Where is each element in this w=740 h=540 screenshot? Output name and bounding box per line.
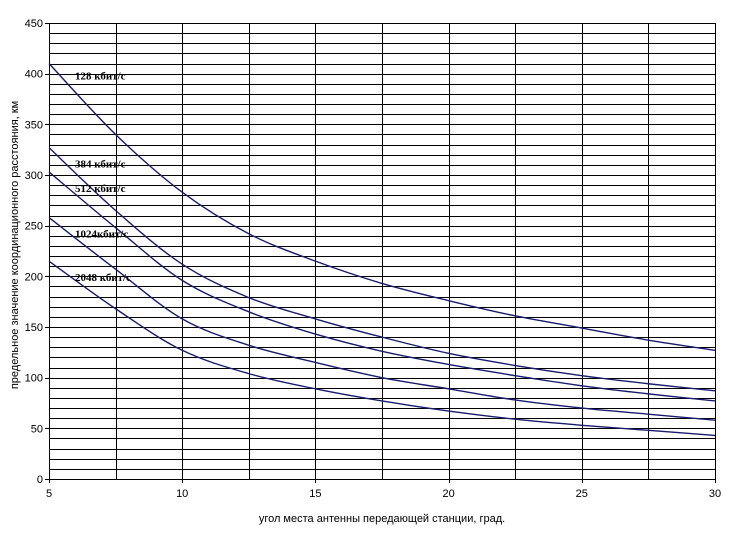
- series-label: 128 кбит/с: [75, 71, 126, 83]
- series-label: 2048 кбит/с: [75, 272, 131, 284]
- y-tick-label: 50: [31, 423, 43, 435]
- y-tick-labels: 0 50 100 150 200 250 300 350 400 450: [25, 18, 43, 486]
- series-line: [48, 147, 716, 392]
- series-label: 512 кбит/с: [75, 183, 126, 195]
- series-line: [48, 217, 716, 421]
- grid: [45, 23, 716, 483]
- y-tick-label: 100: [25, 373, 43, 385]
- x-tick-label: 10: [176, 488, 188, 500]
- series-line: [48, 63, 716, 351]
- x-tick-label: 25: [576, 488, 588, 500]
- y-tick-label: 350: [25, 119, 43, 131]
- y-tick-label: 0: [37, 474, 43, 486]
- y-tick-label: 300: [25, 170, 43, 182]
- x-axis-label: угол места антенны передающей станции, г…: [259, 513, 505, 525]
- series-line: [48, 260, 716, 437]
- y-tick-label: 250: [25, 221, 43, 233]
- x-tick-labels: 5 10 15 20 25 30: [46, 488, 721, 500]
- x-tick-label: 15: [309, 488, 321, 500]
- y-tick-label: 200: [25, 271, 43, 283]
- y-tick-label: 400: [25, 69, 43, 81]
- series-label: 1024кбит/с: [75, 229, 128, 241]
- y-tick-label: 150: [25, 322, 43, 334]
- series-line: [48, 171, 716, 402]
- series-label: 384 кбит/с: [75, 159, 126, 171]
- x-tick-label: 20: [442, 488, 454, 500]
- y-tick-label: 450: [25, 18, 43, 30]
- y-axis-label: предельное значение координационного рас…: [9, 101, 21, 389]
- series-labels: 128 кбит/с 384 кбит/с 512 кбит/с 1024кбит/с…: [75, 71, 131, 285]
- x-tick-label: 5: [46, 488, 52, 500]
- series-lines: [48, 63, 716, 437]
- x-tick-label: 30: [709, 488, 721, 500]
